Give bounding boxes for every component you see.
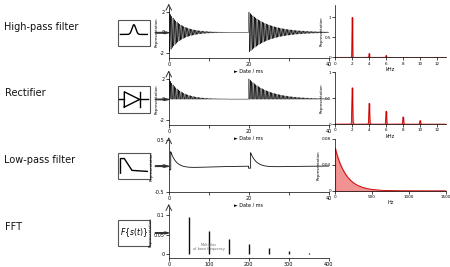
X-axis label: ► Date / ms: ► Date / ms — [234, 202, 263, 207]
Y-axis label: Representation: Representation — [154, 84, 158, 114]
X-axis label: Hz: Hz — [387, 201, 394, 206]
Y-axis label: Representation: Representation — [316, 150, 320, 180]
Bar — [118, 153, 150, 179]
X-axis label: kHz: kHz — [386, 134, 395, 139]
Text: Multiples
of base frequency: Multiples of base frequency — [193, 243, 225, 252]
X-axis label: ► Date / ms: ► Date / ms — [234, 69, 263, 74]
Text: Low-pass filter: Low-pass filter — [4, 155, 76, 165]
Text: FFT: FFT — [4, 222, 22, 232]
Text: Rectifier: Rectifier — [4, 88, 45, 99]
Y-axis label: Representation: Representation — [154, 18, 158, 47]
Y-axis label: Representation: Representation — [148, 218, 152, 248]
Text: $F\{s(t)\}$: $F\{s(t)\}$ — [120, 227, 148, 239]
Text: High-pass filter: High-pass filter — [4, 22, 79, 32]
Y-axis label: Representation: Representation — [150, 151, 154, 181]
Bar — [118, 19, 150, 46]
X-axis label: kHz: kHz — [386, 67, 395, 72]
Y-axis label: Representation: Representation — [319, 83, 323, 113]
Y-axis label: Representation: Representation — [319, 17, 323, 46]
Bar — [118, 86, 150, 113]
X-axis label: ► Date / ms: ► Date / ms — [234, 135, 263, 140]
Bar — [118, 220, 150, 246]
